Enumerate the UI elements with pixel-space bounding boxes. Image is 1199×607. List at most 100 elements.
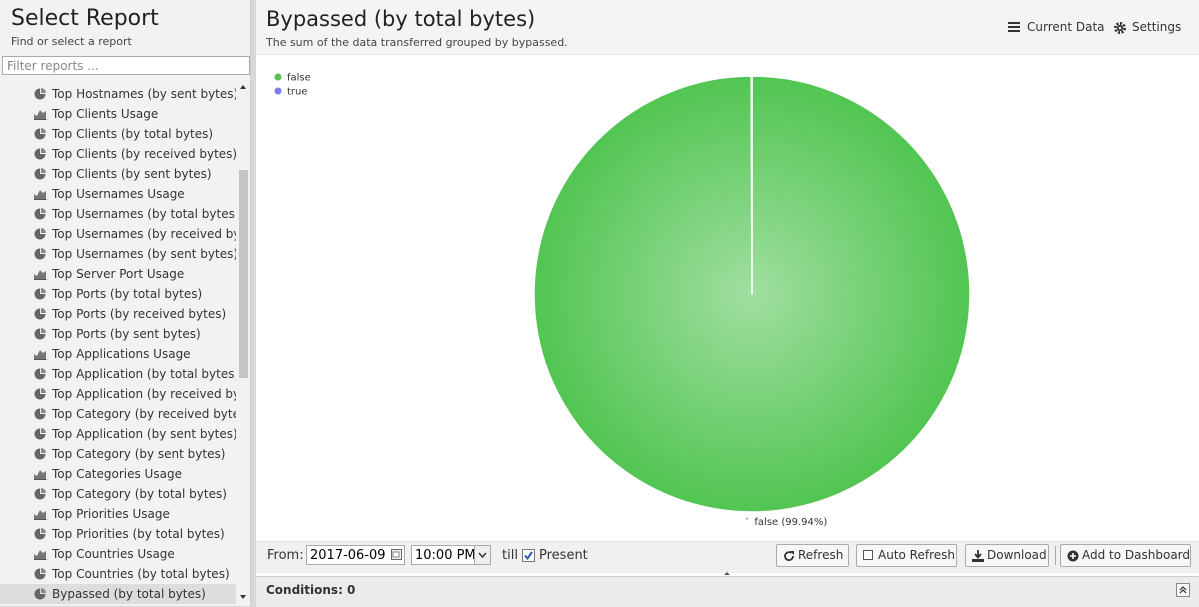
report-item-label: Top Application (by received bytes) [52, 387, 236, 401]
pie-icon [34, 408, 46, 420]
report-item-label: Top Priorities (by total bytes) [52, 527, 225, 541]
till-label: till [502, 548, 518, 563]
pie-icon [34, 308, 46, 320]
report-item[interactable]: Top Ports (by received bytes) [0, 304, 236, 324]
area-icon [34, 270, 47, 280]
pie-icon [34, 288, 46, 300]
report-item[interactable]: Top Applications Usage [0, 344, 236, 364]
report-subtitle: The sum of the data transferred grouped … [266, 36, 568, 49]
area-icon [34, 550, 47, 560]
pie-chart: false (99.94%) false true [274, 73, 971, 528]
from-label: From: [267, 548, 304, 563]
conditions-label: Conditions: 0 [266, 583, 356, 597]
pie-icon [34, 568, 46, 580]
pie-icon [34, 128, 46, 140]
time-dropdown[interactable] [474, 545, 491, 565]
pie-icon [34, 368, 46, 380]
report-item-label: Top Clients (by sent bytes) [52, 167, 212, 181]
sidebar-title: Select Report [11, 6, 159, 31]
report-item-label: Top Usernames (by total bytes) [52, 207, 236, 221]
report-item[interactable]: Top Usernames (by total bytes) [0, 204, 236, 224]
report-item[interactable]: Top Ports (by sent bytes) [0, 324, 236, 344]
report-item[interactable]: Top Usernames Usage [0, 184, 236, 204]
report-item-label: Top Clients (by total bytes) [52, 127, 214, 141]
area-icon [34, 190, 47, 200]
pie-icon [34, 528, 46, 540]
report-item[interactable]: Top Category (by received bytes) [0, 404, 236, 424]
report-item-label: Top Usernames Usage [52, 187, 185, 201]
report-item[interactable]: Top Category (by total bytes) [0, 484, 236, 504]
report-item[interactable]: Top Priorities (by total bytes) [0, 524, 236, 544]
report-item-label: Top Priorities Usage [52, 507, 170, 521]
report-item[interactable]: Top Ports (by total bytes) [0, 284, 236, 304]
download-button[interactable]: Download [965, 544, 1049, 567]
present-label: Present [539, 548, 588, 563]
report-item-label: Top Ports (by received bytes) [52, 307, 227, 321]
add-to-dashboard-button[interactable]: Add to Dashboard [1060, 544, 1191, 567]
report-item[interactable]: Top Countries Usage [0, 544, 236, 564]
collapse-handle[interactable] [722, 570, 732, 576]
report-item[interactable]: Top Categories Usage [0, 464, 236, 484]
report-item[interactable]: Top Countries (by total bytes) [0, 564, 236, 584]
area-icon [34, 510, 47, 520]
report-item[interactable]: Top Usernames (by sent bytes) [0, 244, 236, 264]
legend-swatch [274, 87, 282, 95]
report-item-label: Top Categories Usage [52, 467, 182, 481]
report-item-label: Top Clients (by received bytes) [52, 147, 236, 161]
report-item[interactable]: Top Application (by total bytes) [0, 364, 236, 384]
pie-icon [34, 208, 46, 220]
legend-label: false [287, 73, 311, 84]
download-label: Download [987, 548, 1047, 562]
scroll-up[interactable] [238, 82, 248, 92]
auto-refresh-button[interactable]: Auto Refresh [856, 544, 957, 567]
report-item[interactable]: Top Usernames (by received bytes) [0, 224, 236, 244]
settings-button[interactable]: Settings [1132, 20, 1182, 34]
pie-icon [34, 88, 46, 100]
report-item[interactable]: Top Clients (by sent bytes) [0, 164, 236, 184]
report-item[interactable]: Top Application (by sent bytes) [0, 424, 236, 444]
scroll-thumb[interactable] [239, 170, 248, 378]
report-item-label: Top Applications Usage [52, 347, 191, 361]
current-data-button[interactable]: Current Data [1027, 20, 1105, 34]
refresh-button[interactable]: Refresh [776, 544, 849, 567]
report-item[interactable]: Top Server Port Usage [0, 264, 236, 284]
report-item[interactable]: Top Clients Usage [0, 104, 236, 124]
label-connector [745, 517, 749, 521]
report-item-label: Top Countries (by total bytes) [52, 567, 230, 581]
report-item[interactable]: Top Priorities Usage [0, 504, 236, 524]
report-item-label: Top Category (by total bytes) [52, 487, 227, 501]
report-item-label: Top Hostnames (by sent bytes) [52, 87, 236, 101]
report-item[interactable]: Top Category (by sent bytes) [0, 444, 236, 464]
report-title: Bypassed (by total bytes) [266, 7, 536, 31]
date-input[interactable]: 2017-06-09 [306, 545, 405, 565]
pie-icon [34, 328, 46, 340]
time-input[interactable]: 10:00 PM [411, 545, 475, 565]
report-item[interactable]: Top Clients (by total bytes) [0, 124, 236, 144]
report-item[interactable]: Top Clients (by received bytes) [0, 144, 236, 164]
filter-input[interactable]: Filter reports ... [2, 56, 250, 75]
check-mark [524, 551, 533, 561]
report-item[interactable]: Top Application (by received bytes) [0, 384, 236, 404]
report-item-label: Top Ports (by total bytes) [52, 287, 203, 301]
calendar-icon[interactable] [391, 549, 402, 560]
pie-icon [34, 488, 46, 500]
add-to-dashboard-label: Add to Dashboard [1082, 548, 1191, 562]
pie-icon [34, 588, 46, 600]
report-item-label: Bypassed (by total bytes) [52, 587, 206, 601]
pie-icon [34, 448, 46, 460]
legend-swatch [274, 73, 282, 81]
report-item-label: Top Usernames (by received bytes) [52, 227, 236, 241]
report-item-label: Top Category (by received bytes) [52, 407, 236, 421]
expand-conditions[interactable] [1176, 583, 1190, 597]
pie-icon [34, 428, 46, 440]
list-icon [1008, 22, 1020, 32]
area-icon [34, 110, 47, 120]
report-item[interactable]: Bypassed (by total bytes) [0, 584, 236, 604]
present-checkbox[interactable] [522, 549, 535, 562]
report-item-label: Top Clients Usage [52, 107, 159, 121]
auto-refresh-label: Auto Refresh [878, 548, 955, 562]
scroll-down[interactable] [238, 592, 248, 602]
pie-icon [34, 248, 46, 260]
report-item[interactable]: Top Hostnames (by sent bytes) [0, 84, 236, 104]
